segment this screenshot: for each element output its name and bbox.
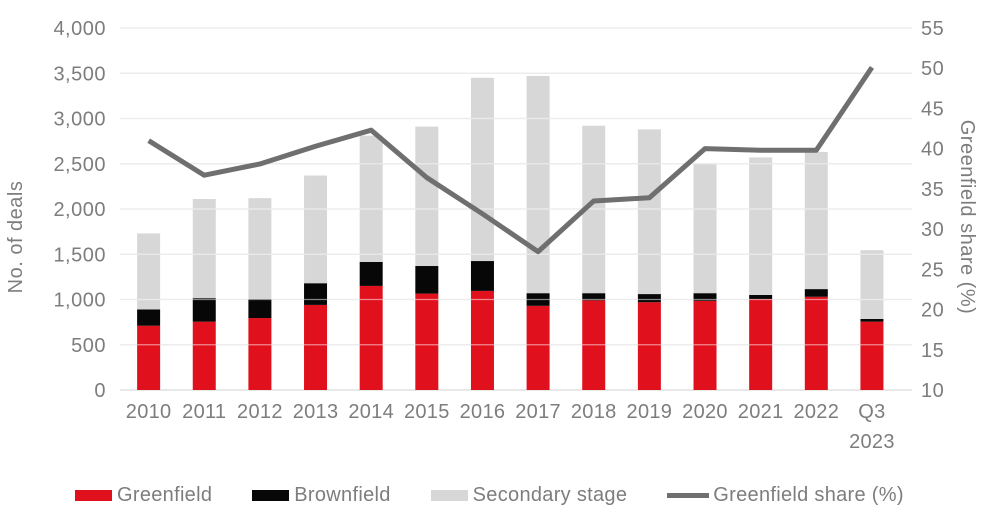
left-axis-tick-label: 2,500 [53, 154, 106, 176]
left-axis-tick-label: 4,000 [53, 18, 106, 40]
left-axis-tick-label: 0 [94, 380, 106, 402]
greenfield-share-line [147, 66, 875, 255]
brownfield-swatch-icon [252, 489, 290, 501]
bar-segment-secondary-stage [248, 198, 272, 300]
bar-segment-secondary-stage [804, 151, 828, 290]
bar-segment-secondary-stage [359, 135, 383, 262]
right-axis-tick-label: 40 [921, 139, 944, 161]
legend-item-brownfield: Brownfield [252, 484, 390, 507]
left-axis-title: No. of deals [5, 181, 27, 294]
bar-segment-brownfield [582, 293, 606, 301]
bar-segment-secondary-stage [526, 75, 550, 294]
bar-segment-secondary-stage [470, 77, 494, 262]
x-axis-label: 2021 [738, 401, 784, 423]
legend-label: Secondary stage [472, 483, 628, 506]
x-axis-label: 2015 [404, 401, 450, 423]
bar-segment-brownfield [248, 299, 272, 319]
bar-segment-greenfield [526, 305, 550, 390]
bar-segment-greenfield [804, 296, 828, 390]
bar-segment-brownfield [749, 294, 773, 300]
bar-segment-greenfield [693, 300, 717, 390]
legend-label: Greenfield share (%) [713, 483, 904, 506]
bar-segment-greenfield [359, 285, 383, 390]
bar-segment-greenfield [248, 318, 272, 390]
secondary-stage-swatch-icon [430, 489, 468, 501]
x-axis-label: 2011 [182, 401, 226, 423]
x-axis-label: 2012 [237, 401, 283, 423]
legend-label: Greenfield [117, 483, 213, 506]
right-axis-tick-label: 20 [921, 300, 944, 322]
legend-item-greenfield-share: Greenfield share (%) [667, 484, 904, 507]
right-axis-title: Greenfield share (%) [956, 120, 978, 315]
left-axis-tick-label: 2,000 [53, 199, 106, 221]
right-axis-tick-label: 55 [921, 18, 944, 40]
x-axis-label: 2018 [571, 401, 617, 423]
bar-segment-greenfield [304, 304, 328, 390]
bar-segment-greenfield [637, 302, 661, 390]
x-axis-label: 2016 [460, 401, 506, 423]
bar-segment-secondary-stage [749, 157, 773, 295]
right-axis-tick-label: 10 [921, 380, 944, 402]
legend-item-secondary-stage: Secondary stage [430, 483, 628, 507]
right-axis-tick-label: 50 [921, 58, 944, 80]
deals-combo-chart: 0 500 1,000 1,500 2,000 2,500 3,000 3,500 4,000 1… [5, 18, 978, 453]
line-swatch-icon [667, 492, 710, 498]
bar-segment-secondary-stage [860, 250, 884, 319]
bar-segment-secondary-stage [415, 126, 439, 267]
bar-segment-greenfield [192, 321, 216, 390]
combo-chart-svg: 0 500 1,000 1,500 2,000 2,500 3,000 3,500 4,000 1… [5, 18, 978, 453]
bar-segment-brownfield [804, 289, 828, 297]
left-axis-tick-label: 1,500 [53, 244, 106, 266]
bar-segment-greenfield [137, 325, 161, 390]
bar-segment-brownfield [470, 261, 494, 291]
left-axis-tick-label: 3,500 [53, 63, 106, 85]
bar-segment-brownfield [860, 318, 884, 322]
bar-segment-secondary-stage [637, 129, 661, 295]
right-axis-tick-label: 45 [921, 98, 944, 120]
x-axis-label: Q3 2023 [849, 401, 895, 453]
x-axis-label: 2010 [126, 401, 172, 423]
x-axis-label: 2022 [793, 401, 839, 423]
bar-segment-secondary-stage [304, 175, 328, 284]
bar-segment-brownfield [192, 298, 216, 322]
bar-segment-secondary-stage [693, 163, 717, 294]
left-axis-tick-label: 3,000 [53, 109, 106, 131]
right-axis-tick-label: 15 [921, 340, 944, 362]
bar-segment-brownfield [415, 266, 439, 294]
bar-segment-brownfield [693, 293, 717, 301]
bar-segment-brownfield [637, 294, 661, 303]
bar-segment-greenfield [415, 293, 439, 390]
right-axis-tick-label: 35 [921, 179, 944, 201]
right-axis-tick-label: 25 [921, 259, 944, 281]
right-axis-tick-label: 30 [921, 219, 944, 241]
bar-segment-brownfield [137, 309, 161, 326]
x-axis-label: 2013 [293, 401, 339, 423]
left-axis-tick-label: 500 [71, 335, 106, 357]
greenfield-swatch-icon [75, 489, 112, 501]
x-axis-label: 2019 [627, 401, 673, 423]
bar-segment-brownfield [304, 283, 328, 305]
chart-legend: Greenfield Brownfield Secondary stage Gr… [75, 480, 982, 510]
bar-segment-secondary-stage [192, 199, 216, 299]
bar-segment-secondary-stage [137, 233, 161, 310]
x-axis-label: 2017 [515, 401, 561, 423]
legend-item-greenfield: Greenfield [75, 484, 212, 507]
bar-segment-greenfield [470, 290, 494, 390]
left-axis-tick-label: 1,000 [53, 290, 106, 312]
bar-segment-greenfield [860, 321, 884, 390]
bar-segment-brownfield [359, 261, 383, 286]
x-axis-label: 2014 [348, 401, 394, 423]
legend-label: Brownfield [294, 483, 391, 506]
x-axis-label: 2020 [682, 401, 728, 423]
